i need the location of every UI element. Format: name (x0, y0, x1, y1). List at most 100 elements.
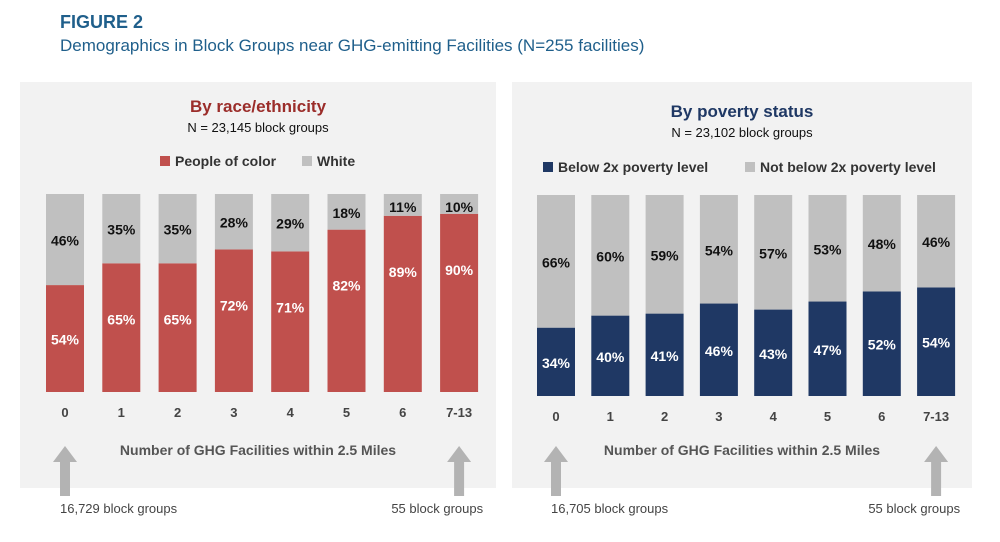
chart1-data-label-1-series0: 65% (107, 311, 136, 327)
chart1-panel-background (20, 82, 496, 488)
chart2-bar-2-series0 (645, 313, 684, 396)
chart1-bar-0-series0 (46, 285, 84, 392)
chart2-data-label-1-series0: 40% (596, 349, 625, 365)
chart1-annotation-left: 16,729 block groups (60, 501, 178, 516)
chart2-panel-background (512, 82, 972, 488)
chart2-data-label-6-series0: 52% (868, 337, 897, 353)
chart1-legend-label-0: People of color (175, 153, 277, 169)
chart2-tick-label-7-13: 7-13 (923, 409, 949, 424)
chart1-data-label-4-series0: 71% (276, 299, 305, 315)
chart1-annotation-right: 55 block groups (391, 501, 483, 516)
chart2-annotation-left: 16,705 block groups (551, 501, 669, 516)
chart2-data-label-3-series1: 54% (705, 242, 734, 258)
chart2-data-label-0-series0: 34% (542, 355, 571, 371)
chart2-bar-1-series0 (591, 315, 630, 396)
chart1-bar-6-series1 (383, 194, 422, 216)
chart2-tick-label-5: 5 (824, 409, 831, 424)
chart2-data-label-2-series0: 41% (651, 348, 680, 364)
chart1-bar-5-series1 (327, 194, 366, 230)
chart1-bar-5-series0 (327, 229, 366, 392)
chart1-bar-1-series0 (102, 263, 141, 392)
chart2-data-label-7-13-series0: 54% (922, 335, 951, 351)
chart1-legend-swatch-0 (160, 156, 170, 166)
chart1-subtitle: N = 23,145 block groups (187, 120, 329, 135)
figure-label: FIGURE 2 (60, 12, 144, 32)
chart2-bar-7-13-series1 (917, 195, 956, 288)
chart1-tick-label-4: 4 (287, 405, 295, 420)
chart1-tick-label-7-13: 7-13 (446, 405, 472, 420)
chart1-bar-3-series0 (214, 249, 253, 392)
chart1-tick-label-1: 1 (118, 405, 125, 420)
chart2-bar-6-series1 (862, 195, 901, 292)
chart1-data-label-5-series1: 18% (332, 205, 361, 221)
chart2-arrow-right-icon (924, 446, 949, 496)
chart2-bar-4-series1 (754, 195, 793, 310)
chart1-tick-label-3: 3 (230, 405, 237, 420)
chart2-legend-label-1: Not below 2x poverty level (760, 159, 936, 175)
chart2-tick-label-4: 4 (770, 409, 778, 424)
chart1-arrow-right-icon (447, 446, 472, 496)
chart1-bar-4-series1 (271, 194, 310, 252)
chart2-tick-label-3: 3 (715, 409, 722, 424)
chart2-data-label-6-series1: 48% (868, 236, 897, 252)
chart1-bar-2-series0 (158, 263, 197, 392)
chart2-tick-label-2: 2 (661, 409, 668, 424)
figure-title: Demographics in Block Groups near GHG-em… (60, 36, 645, 55)
chart2-bar-4-series0 (754, 309, 793, 396)
chart1-data-label-5-series0: 82% (332, 278, 361, 294)
chart2-title: By poverty status (671, 102, 814, 121)
chart2-subtitle: N = 23,102 block groups (671, 125, 813, 140)
chart1-data-label-7-13-series0: 90% (445, 262, 474, 278)
chart2-x-axis-label: Number of GHG Facilities within 2.5 Mile… (604, 442, 880, 458)
chart1-bar-7-13-series1 (440, 194, 479, 214)
chart2-data-label-1-series1: 60% (596, 248, 625, 264)
chart1-tick-label-6: 6 (399, 405, 406, 420)
chart2-bar-3-series1 (699, 195, 738, 304)
chart1-data-label-3-series1: 28% (220, 215, 249, 231)
chart2-tick-label-0: 0 (552, 409, 559, 424)
chart2-bar-0-series1 (537, 195, 575, 328)
chart1-data-label-2-series1: 35% (164, 222, 193, 238)
chart1-bar-7-13-series0 (440, 213, 479, 392)
chart2-arrow-left-icon (544, 446, 568, 496)
chart1-data-label-7-13-series1: 10% (445, 199, 474, 215)
chart2-bar-6-series0 (862, 291, 901, 396)
chart2-data-label-7-13-series1: 46% (922, 234, 951, 250)
chart2-data-label-5-series0: 47% (813, 342, 842, 358)
chart1-data-label-6-series0: 89% (389, 264, 418, 280)
chart2-annotation-right: 55 block groups (868, 501, 960, 516)
chart1-bar-6-series0 (383, 215, 422, 392)
chart1-data-label-6-series1: 11% (389, 199, 417, 215)
chart1-title: By race/ethnicity (190, 97, 327, 116)
chart2-data-label-0-series1: 66% (542, 254, 571, 270)
chart2-bar-5-series1 (808, 195, 847, 302)
chart2-bar-1-series1 (591, 195, 630, 316)
chart2-data-label-4-series1: 57% (759, 245, 788, 261)
chart2-bar-0-series0 (537, 327, 575, 396)
chart1-tick-label-0: 0 (61, 405, 68, 420)
chart1-bar-1-series1 (102, 194, 141, 264)
chart2-bar-2-series1 (645, 195, 684, 314)
chart1-data-label-1-series1: 35% (107, 222, 136, 238)
chart2-bar-7-13-series0 (917, 287, 956, 396)
chart1-bar-4-series0 (271, 251, 310, 392)
chart1-data-label-0-series0: 54% (51, 332, 80, 348)
chart1-arrow-left-icon (53, 446, 77, 496)
chart2-legend-swatch-0 (543, 162, 553, 172)
chart2-data-label-3-series0: 46% (705, 343, 734, 359)
chart1-legend-label-1: White (317, 153, 355, 169)
chart2-bar-3-series0 (699, 303, 738, 396)
chart2-bar-5-series0 (808, 301, 847, 396)
chart1-data-label-4-series1: 29% (276, 216, 305, 232)
chart2-data-label-4-series0: 43% (759, 346, 788, 362)
chart2-legend-swatch-1 (745, 162, 755, 172)
chart1-bar-0-series1 (46, 194, 84, 286)
chart1-tick-label-5: 5 (343, 405, 350, 420)
chart2-data-label-2-series1: 59% (651, 247, 680, 263)
chart1-bar-3-series1 (214, 194, 253, 250)
chart1-x-axis-label: Number of GHG Facilities within 2.5 Mile… (120, 442, 396, 458)
chart2-legend-label-0: Below 2x poverty level (558, 159, 708, 175)
chart2-tick-label-6: 6 (878, 409, 885, 424)
chart1-bar-2-series1 (158, 194, 197, 264)
